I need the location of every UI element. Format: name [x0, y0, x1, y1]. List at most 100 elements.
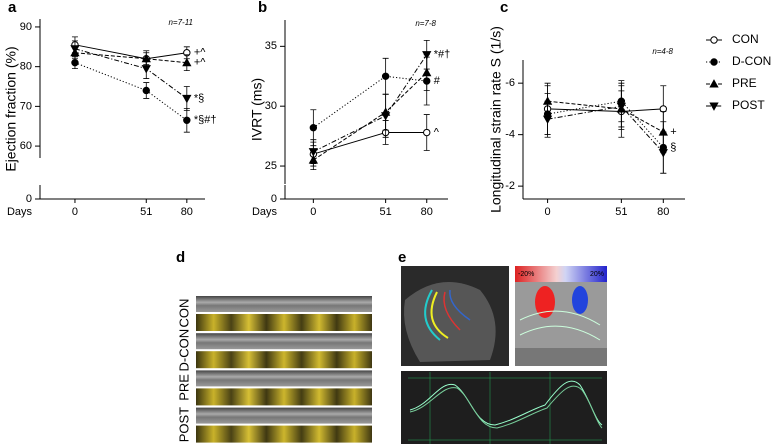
- marker: [423, 128, 431, 137]
- y-tick-label: -2: [505, 180, 515, 192]
- speckle: [515, 348, 607, 366]
- legend-marker: [710, 58, 718, 66]
- marker: [422, 51, 432, 60]
- marker: [141, 65, 151, 74]
- y-tick-label: -6: [505, 77, 515, 89]
- series-line: [313, 54, 428, 153]
- x-tick-label: 51: [380, 206, 392, 218]
- x-tick-label: 80: [421, 206, 433, 218]
- marker: [71, 58, 79, 67]
- strain-trace-plot: [401, 371, 607, 444]
- marker: [182, 94, 192, 104]
- strain-trace: [409, 385, 603, 429]
- marker: [542, 115, 553, 125]
- legend-label: D-CON: [732, 54, 771, 68]
- scale-label: -20%: [518, 271, 534, 278]
- contour: [449, 289, 471, 321]
- x-tick-label: 0: [310, 206, 316, 218]
- series-line: [74, 48, 188, 99]
- m-mode-strip: [196, 333, 372, 350]
- series-line: [313, 75, 427, 129]
- panel-label: e: [398, 249, 406, 266]
- point-label: +^: [194, 47, 206, 59]
- row-label: CON: [176, 299, 191, 328]
- y-tick-label: -4: [505, 129, 515, 141]
- contour: [430, 291, 449, 339]
- strain-region: [572, 286, 588, 314]
- legend-marker: [710, 36, 718, 44]
- point-label: #: [434, 75, 441, 87]
- doppler-strip: [196, 388, 372, 406]
- x-tick-label: 51: [140, 206, 152, 218]
- series-line: [547, 100, 664, 148]
- point-label: §: [670, 141, 676, 153]
- marker: [381, 72, 390, 80]
- panel-label: a: [8, 0, 17, 16]
- point-label: *#†: [434, 49, 451, 61]
- x-tick-label: 0: [545, 206, 551, 218]
- scale-label: 20%: [590, 271, 604, 278]
- marker: [182, 57, 192, 67]
- marker: [658, 149, 668, 158]
- y-tick-label: 90: [20, 21, 32, 33]
- legend-label: PRE: [732, 76, 757, 90]
- m-mode-strip: [196, 370, 372, 387]
- strain-trace: [409, 380, 603, 426]
- series-line: [74, 44, 187, 60]
- row-label: POST: [176, 407, 191, 442]
- y-tick-label: 35: [265, 40, 277, 52]
- contour: [443, 291, 461, 331]
- series-line: [74, 52, 187, 64]
- legend-marker: [709, 79, 719, 88]
- panel-label: b: [258, 0, 267, 16]
- doppler-strip: [196, 351, 372, 369]
- marker: [422, 67, 432, 77]
- panel-e: -20% 20%: [401, 266, 607, 444]
- y-tick-label: 0: [26, 193, 32, 205]
- y-tick-label: 0: [271, 193, 277, 205]
- n-label: n=7-11: [168, 18, 193, 27]
- panel-label: c: [500, 0, 508, 16]
- legend-label: CON: [732, 32, 759, 46]
- doppler-strip: [196, 425, 372, 443]
- legend-marker: [709, 102, 719, 111]
- y-tick-label: 60: [20, 140, 32, 152]
- series-line: [547, 105, 664, 154]
- point-label: *§#†: [194, 114, 217, 126]
- x-tick-label: 51: [615, 206, 627, 218]
- strain-contour: [519, 310, 601, 341]
- legend-label: POST: [732, 98, 765, 112]
- y-tick-label: 30: [265, 100, 277, 112]
- y-tick-label: 25: [265, 160, 277, 172]
- series-line: [74, 62, 188, 121]
- strain-region: [535, 286, 555, 318]
- row-label: D-CON: [176, 329, 191, 372]
- y-tick-label: 70: [20, 100, 32, 112]
- x-axis-label: Days: [7, 206, 33, 218]
- n-label: n=4-8: [652, 47, 673, 56]
- point-label: +^: [194, 57, 206, 69]
- marker: [309, 124, 318, 132]
- n-label: n=7-8: [415, 19, 436, 28]
- color-scale: [515, 266, 607, 282]
- x-tick-label: 0: [72, 206, 78, 218]
- x-tick-label: 80: [657, 206, 669, 218]
- point-label: +: [670, 126, 676, 138]
- marker: [142, 86, 150, 95]
- point-label: *§: [194, 92, 204, 104]
- series-line: [313, 72, 428, 161]
- m-mode-strip: [196, 407, 372, 424]
- marker: [308, 148, 318, 157]
- x-tick-label: 80: [181, 206, 193, 218]
- point-label: ^: [434, 126, 440, 138]
- row-label: PRE: [176, 374, 191, 401]
- m-mode-strip: [196, 296, 372, 312]
- x-axis-label: Days: [252, 206, 278, 218]
- series-line: [313, 132, 427, 155]
- marker: [616, 102, 627, 112]
- doppler-strip: [196, 314, 372, 331]
- marker: [70, 45, 80, 54]
- y-axis-label: Ejection fraction (%): [3, 46, 19, 171]
